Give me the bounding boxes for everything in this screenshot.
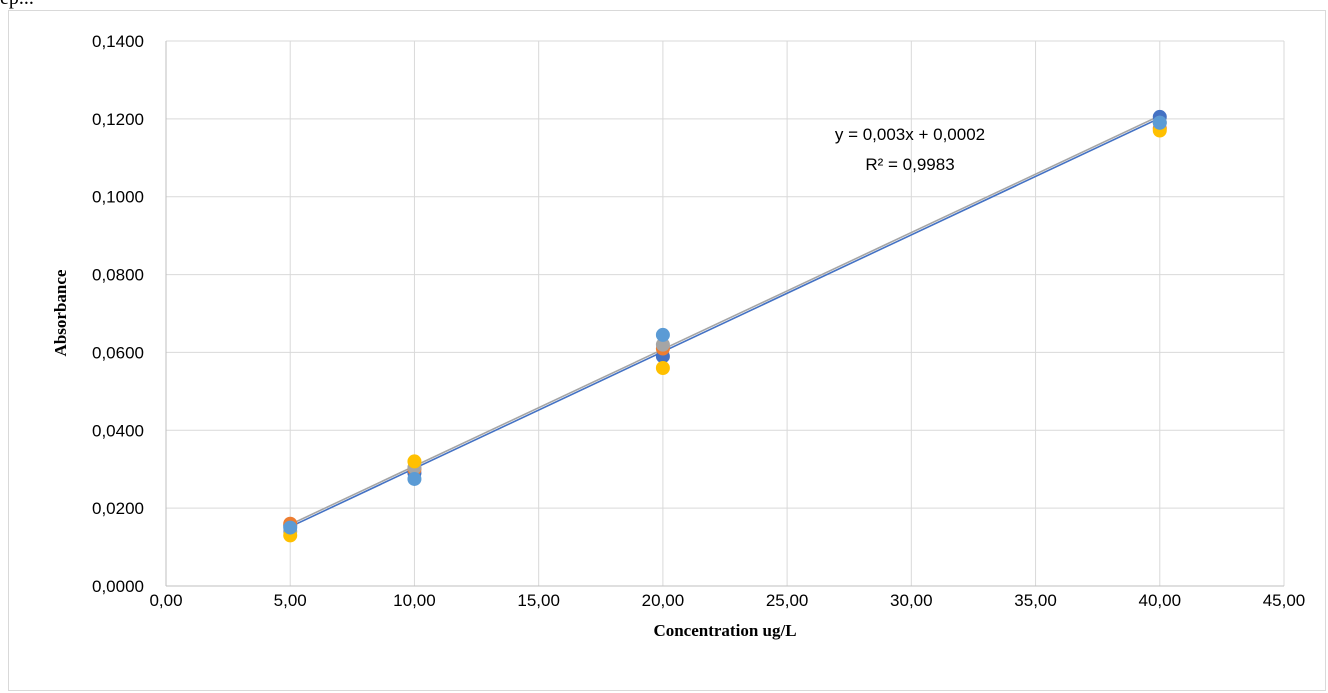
y-tick-label: 0,0800 — [92, 266, 144, 285]
y-tick-label: 0,0400 — [92, 421, 144, 440]
x-tick-label: 20,00 — [642, 591, 685, 610]
x-tick-label: 5,00 — [274, 591, 307, 610]
chart-frame — [8, 10, 1326, 691]
y-tick-label: 0,0600 — [92, 343, 144, 362]
y-tick-label: 0,1400 — [92, 32, 144, 51]
y-tick-label: 0,0200 — [92, 499, 144, 518]
y-axis-title: Absorbance — [51, 269, 70, 356]
x-tick-label: 45,00 — [1263, 591, 1306, 610]
data-point — [1152, 115, 1167, 130]
r-squared: R² = 0,9983 — [865, 155, 954, 174]
data-point — [407, 454, 422, 469]
x-tick-label: 15,00 — [517, 591, 560, 610]
trendline — [289, 117, 1161, 528]
data-points — [283, 109, 1167, 543]
grid-lines — [166, 40, 1285, 586]
y-tick-label: 0,1200 — [92, 110, 144, 129]
x-tick-label: 10,00 — [393, 591, 436, 610]
caption-fragment: ep... — [0, 0, 1328, 10]
data-point — [655, 337, 670, 352]
tick-labels: 0,00 5,00 10,00 15,00 20,00 25,00 30,00 35,00 40… — [92, 32, 1305, 610]
y-tick-label: 0,1000 — [92, 188, 144, 207]
x-tick-label: 25,00 — [766, 591, 809, 610]
trendlines — [289, 115, 1161, 528]
axes — [165, 41, 1284, 587]
y-tick-label: 0,0000 — [92, 577, 144, 596]
x-tick-label: 40,00 — [1139, 591, 1182, 610]
trendline-equation: y = 0,003x + 0,0002 — [835, 125, 985, 144]
data-point — [283, 520, 298, 535]
data-point — [655, 361, 670, 375]
trendline — [289, 115, 1161, 526]
x-tick-label: 30,00 — [890, 591, 933, 610]
data-point — [655, 327, 670, 342]
x-axis-title: Concentration ug/L — [653, 621, 796, 640]
data-point — [407, 471, 422, 486]
x-tick-label: 35,00 — [1014, 591, 1057, 610]
x-tick-label: 0,00 — [149, 591, 182, 610]
